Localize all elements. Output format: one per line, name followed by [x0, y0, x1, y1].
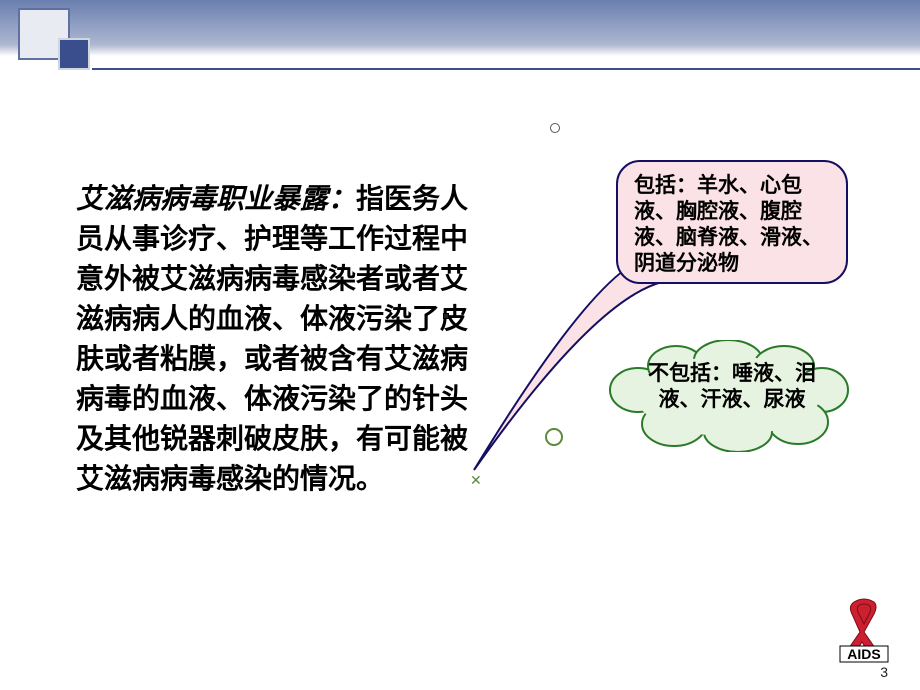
- slide-number: 3: [880, 664, 888, 680]
- main-body: 指医务人员从事诊疗、护理等工作过程中意外被艾滋病病毒感染者或者艾滋病病人的血液、…: [76, 184, 468, 495]
- aids-ribbon-icon: AIDS: [834, 598, 894, 668]
- includes-bubble: 包括：羊水、心包液、胸腔液、腹腔液、脑脊液、滑液、阴道分泌物: [616, 160, 848, 284]
- slide-header: [0, 0, 920, 56]
- decor-circle-top: [550, 123, 560, 133]
- decor-green-circle: [545, 428, 563, 446]
- excludes-text: 不包括：唾液、泪液、汗液、尿液: [632, 360, 832, 412]
- main-text-block: 艾滋病病毒职业暴露：指医务人员从事诊疗、护理等工作过程中意外被艾滋病病毒感染者或…: [76, 180, 476, 500]
- decor-square-mid: [443, 313, 449, 319]
- header-gradient: [0, 0, 920, 56]
- main-title: 艾滋病病毒职业暴露：: [76, 184, 356, 215]
- decor-cross: ✕: [470, 472, 482, 489]
- header-underline: [92, 68, 920, 70]
- includes-text: 包括：羊水、心包液、胸腔液、腹腔液、脑脊液、滑液、阴道分泌物: [634, 173, 823, 275]
- header-square-small: [58, 38, 90, 70]
- aids-label: AIDS: [847, 646, 880, 662]
